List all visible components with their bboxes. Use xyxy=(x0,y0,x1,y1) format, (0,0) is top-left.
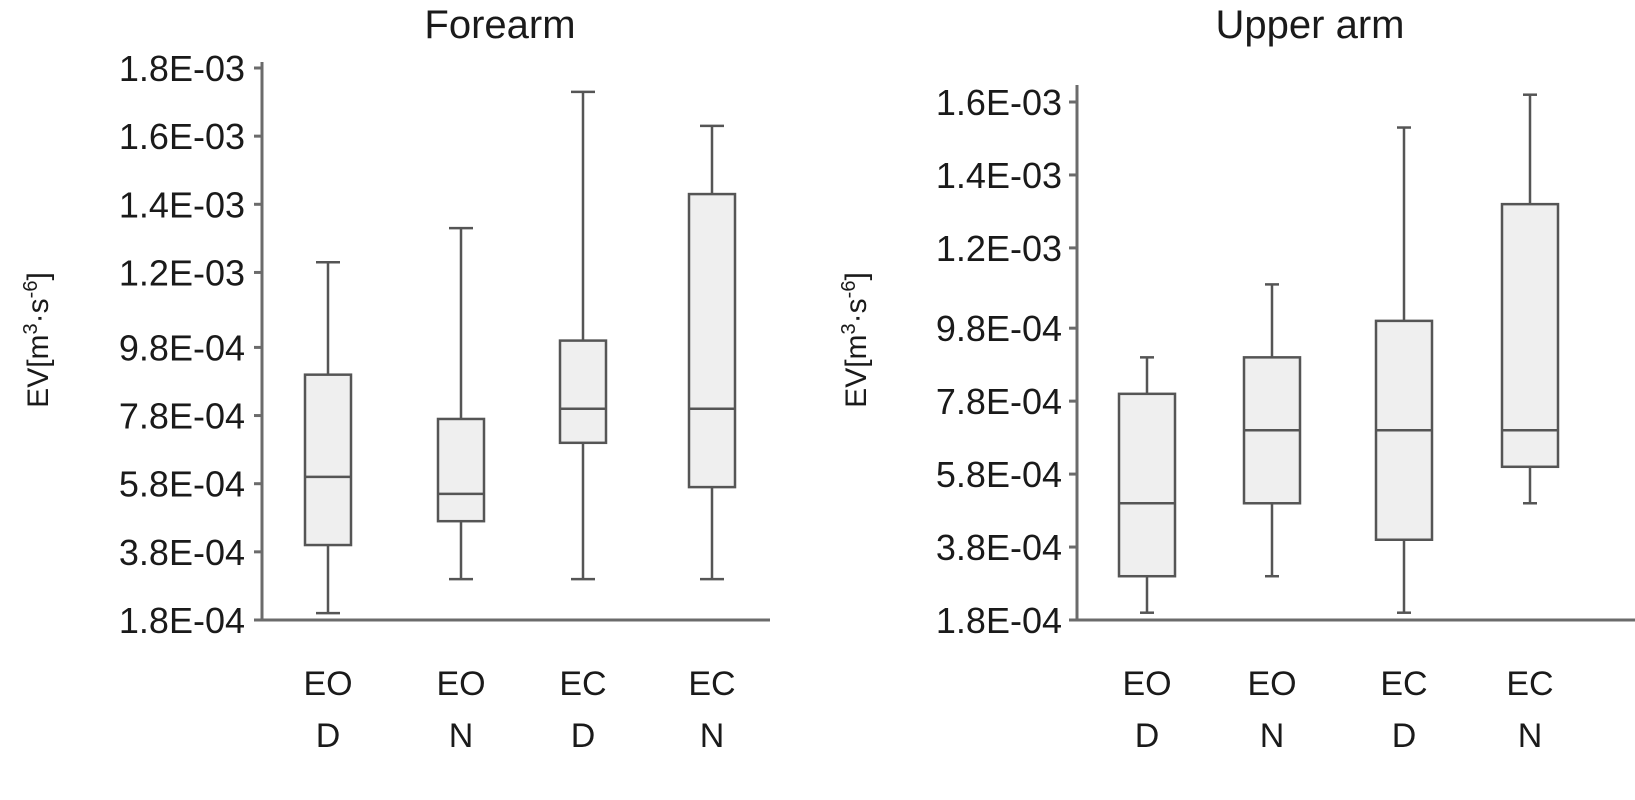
y-tick-label: 1.4E-03 xyxy=(936,155,1062,196)
y-tick-label: 7.8E-04 xyxy=(119,396,245,437)
x-category-label-line1: EC xyxy=(559,665,606,703)
box-eo-d xyxy=(303,260,353,615)
chart-title: Upper arm xyxy=(1216,3,1405,47)
x-category-label-line2: D xyxy=(571,717,596,755)
y-tick-label: 3.8E-04 xyxy=(936,527,1062,568)
y-tick-label: 1.6E-03 xyxy=(936,82,1062,123)
y-tick-label: 1.8E-04 xyxy=(936,600,1062,641)
box-ec-d xyxy=(558,90,608,581)
box-ec-d xyxy=(1374,126,1434,614)
y-tick-label: 9.8E-04 xyxy=(936,308,1062,349)
x-category-label-line1: EC xyxy=(1506,665,1553,703)
y-tick-label: 5.8E-04 xyxy=(936,454,1062,495)
iqr-box xyxy=(1117,392,1177,578)
x-category-label-line2: N xyxy=(1260,717,1285,755)
x-category-label-line2: D xyxy=(1392,717,1417,755)
x-category-label-line2: D xyxy=(1135,717,1160,755)
chart-title: Forearm xyxy=(424,3,575,47)
x-category-label-line1: EC xyxy=(688,665,735,703)
x-category-label-line1: EO xyxy=(1247,665,1296,703)
chart-panel-2: Upper arm EV[m3·s-6] 1.8E-04 3.8E-04 5.8E-04… xyxy=(838,3,1635,755)
y-tick-label: 7.8E-04 xyxy=(936,381,1062,422)
y-tick-label: 5.8E-04 xyxy=(119,464,245,505)
x-category-label-line2: N xyxy=(449,717,474,755)
box-eo-n xyxy=(436,226,486,581)
y-axis-label: EV[m3·s-6] xyxy=(20,272,55,408)
x-category-label-line1: EO xyxy=(436,665,485,703)
y-tick-label: 1.6E-03 xyxy=(119,116,245,157)
box-eo-d xyxy=(1117,356,1177,614)
y-tick-label: 1.2E-03 xyxy=(119,252,245,293)
chart-panel-1: Forearm EV[m3·s-6] 1.8E-04 3.8E-04 5.8E-04 7.… xyxy=(20,3,770,755)
y-tick-label: 1.8E-03 xyxy=(119,48,245,89)
x-category-label-line1: EO xyxy=(303,665,352,703)
box-ec-n xyxy=(687,124,737,581)
iqr-box xyxy=(558,339,608,445)
iqr-box xyxy=(687,192,737,489)
y-tick-label: 9.8E-04 xyxy=(119,327,245,368)
y-tick-label: 1.8E-04 xyxy=(119,600,245,641)
iqr-box xyxy=(303,373,353,547)
x-category-label-line2: D xyxy=(316,717,341,755)
box-ec-n xyxy=(1500,93,1560,505)
iqr-box xyxy=(436,417,486,523)
x-category-label-line1: EO xyxy=(1122,665,1171,703)
box-eo-n xyxy=(1242,283,1302,578)
x-category-label-line2: N xyxy=(700,717,725,755)
y-tick-label: 1.4E-03 xyxy=(119,184,245,225)
y-tick-label: 3.8E-04 xyxy=(119,532,245,573)
x-category-label-line1: EC xyxy=(1380,665,1427,703)
x-category-label-line2: N xyxy=(1518,717,1543,755)
iqr-box xyxy=(1500,202,1560,469)
y-tick-label: 1.2E-03 xyxy=(936,228,1062,269)
y-axis-label: EV[m3·s-6] xyxy=(838,272,873,408)
